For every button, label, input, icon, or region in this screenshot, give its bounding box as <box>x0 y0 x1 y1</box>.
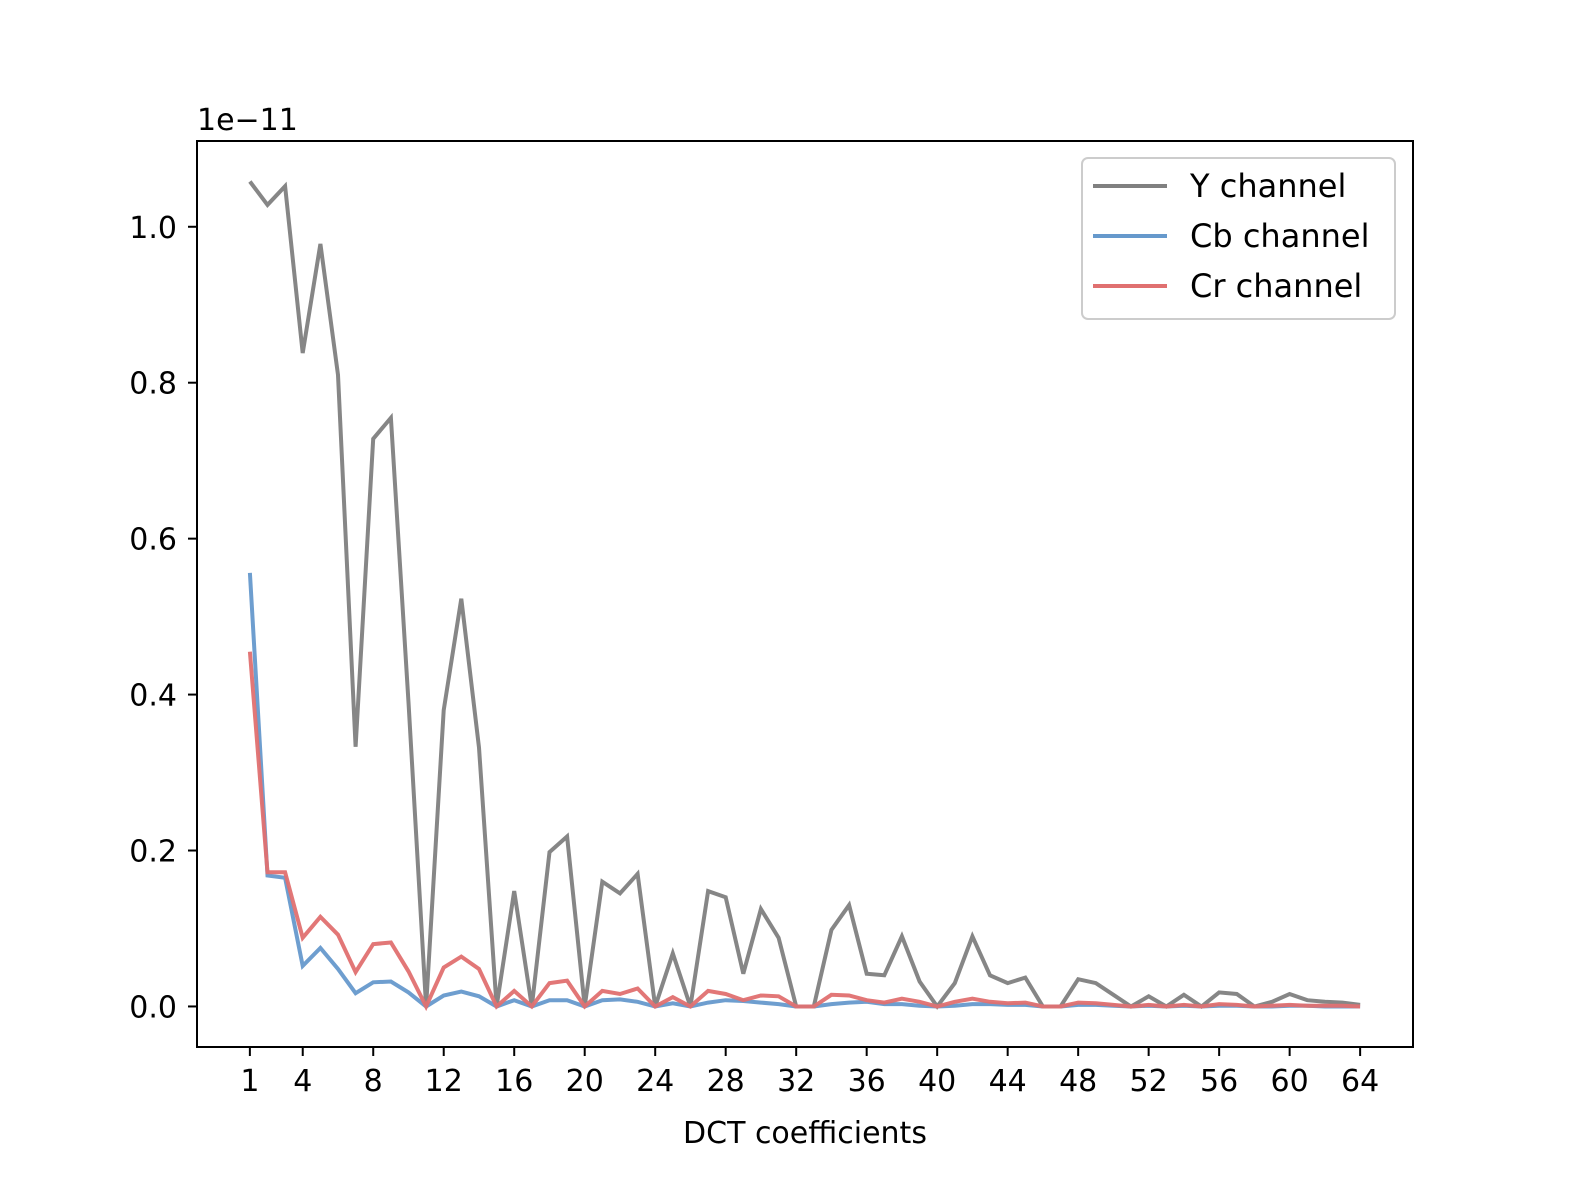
x-tick-label: 4 <box>293 1064 312 1099</box>
x-tick-label: 28 <box>707 1064 745 1099</box>
x-tick-label: 8 <box>364 1064 383 1099</box>
x-axis-title: DCT coefficients <box>683 1116 927 1151</box>
x-tick-label: 20 <box>566 1064 604 1099</box>
plot-frame <box>196 140 1414 1048</box>
legend-label-0: Y channel <box>1189 167 1346 205</box>
x-axis: 1 4 8 12 16 20 24 28 32 36 40 44 48 52 56 60 64 <box>240 1047 1379 1099</box>
x-tick-label: 44 <box>989 1064 1027 1099</box>
y-axis-offset-label: 1e−11 <box>197 103 298 138</box>
y-tick-label: 0.6 <box>129 523 177 558</box>
x-tick-label: 32 <box>777 1064 815 1099</box>
y-tick-label: 1.0 <box>129 211 177 246</box>
y-tick-label: 0.0 <box>129 990 177 1025</box>
x-tick-label: 60 <box>1271 1064 1309 1099</box>
series-layer <box>247 180 1361 1012</box>
x-tick-label: 52 <box>1130 1064 1168 1099</box>
x-tick-label: 36 <box>848 1064 886 1099</box>
legend-label-2: Cr channel <box>1190 267 1362 305</box>
y-axis: 0.0 0.2 0.4 0.6 0.8 1.0 <box>129 211 197 1025</box>
legend-box <box>1081 157 1396 320</box>
x-tick-label: 12 <box>425 1064 463 1099</box>
x-tick-label: 24 <box>636 1064 674 1099</box>
x-tick-label: 64 <box>1341 1064 1379 1099</box>
y-tick-label: 0.8 <box>129 367 177 402</box>
series-line-2 <box>247 651 1361 1012</box>
x-tick-label: 40 <box>918 1064 956 1099</box>
x-tick-label: 16 <box>495 1064 533 1099</box>
x-tick-label: 48 <box>1059 1064 1097 1099</box>
y-tick-label: 0.4 <box>129 679 177 714</box>
legend: Y channel Cb channel Cr channel <box>1081 157 1396 320</box>
x-tick-label: 1 <box>240 1064 259 1099</box>
y-tick-label: 0.2 <box>129 835 177 870</box>
x-tick-label: 56 <box>1200 1064 1238 1099</box>
legend-label-1: Cb channel <box>1190 217 1369 255</box>
